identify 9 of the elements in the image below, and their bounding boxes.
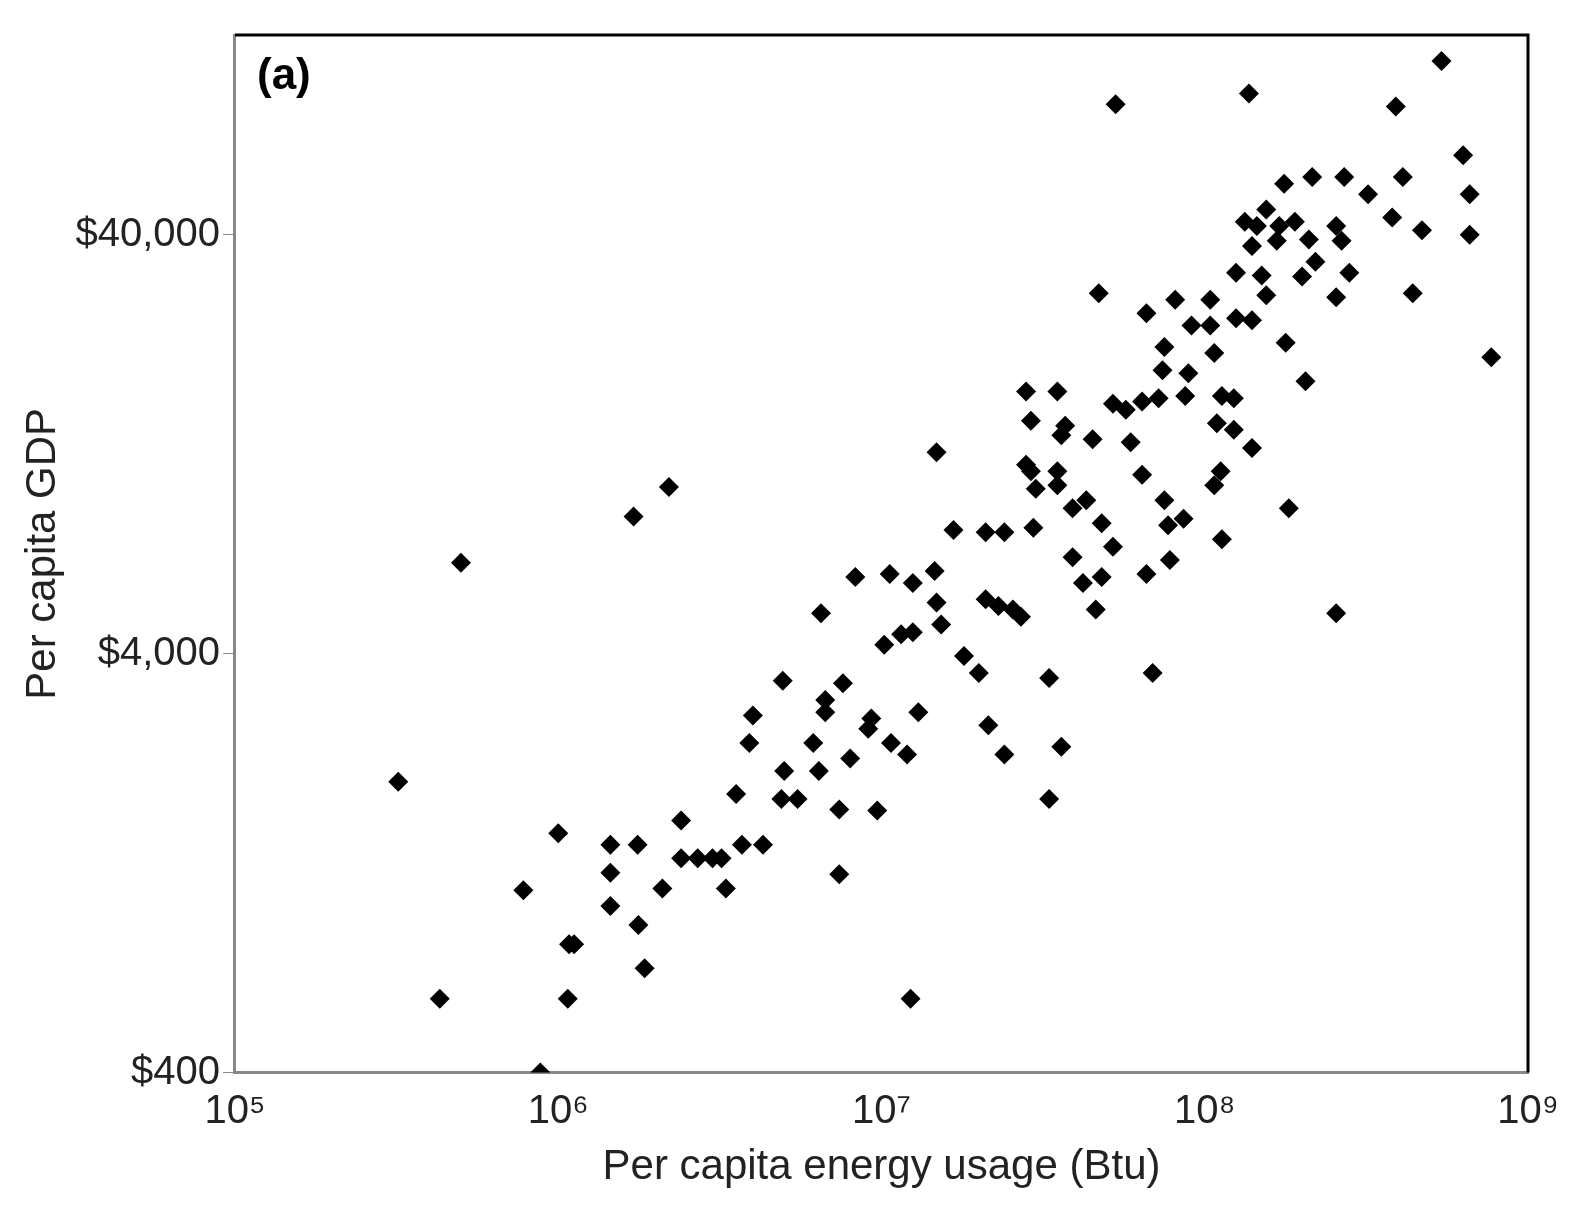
x-tick-label: 10⁸ <box>1174 1086 1236 1131</box>
x-tick-label: 10⁷ <box>852 1086 911 1131</box>
x-axis-title: Per capita energy usage (Btu) <box>602 1141 1161 1189</box>
x-tick-label: 10⁶ <box>527 1086 589 1131</box>
y-tick-label: $40,000 <box>75 209 220 254</box>
y-axis-title: Per capita GDP <box>16 407 64 700</box>
y-tick-label: $4,000 <box>97 628 220 673</box>
annotation: (a) <box>256 49 311 99</box>
x-tick-label: 10⁹ <box>1497 1086 1559 1131</box>
